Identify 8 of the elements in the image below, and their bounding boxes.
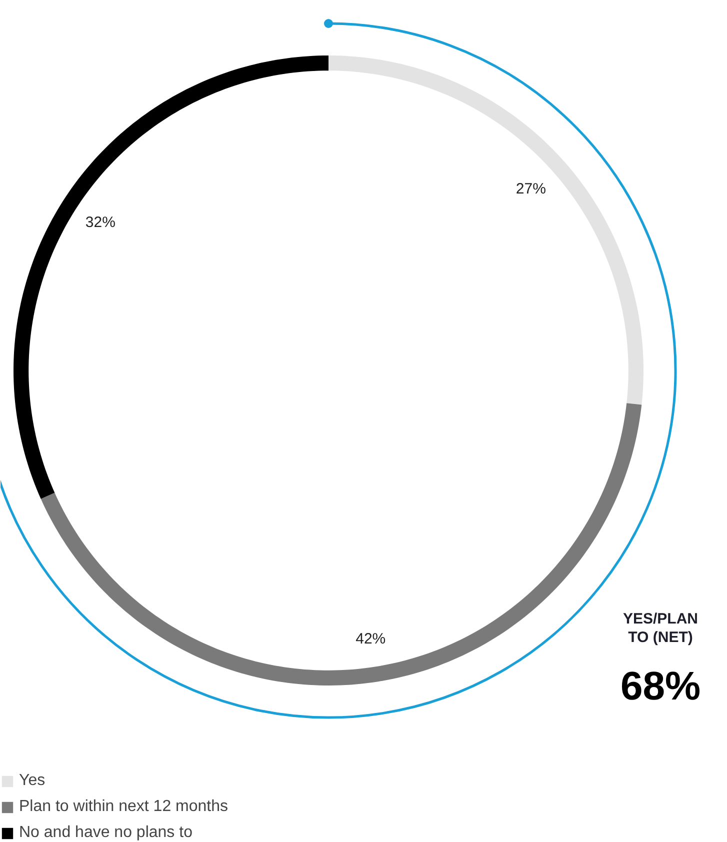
text: 68%	[620, 664, 701, 708]
legend-label: No and have no plans to	[19, 824, 192, 842]
text: YES/PLAN TO (NET)	[622, 610, 698, 646]
data-label: 27%	[516, 180, 546, 198]
legend-label: Plan to within next 12 months	[19, 798, 228, 816]
data-label: 32%	[85, 214, 116, 232]
data-label: 42%	[356, 630, 386, 648]
legend-label: Yes	[19, 772, 46, 790]
